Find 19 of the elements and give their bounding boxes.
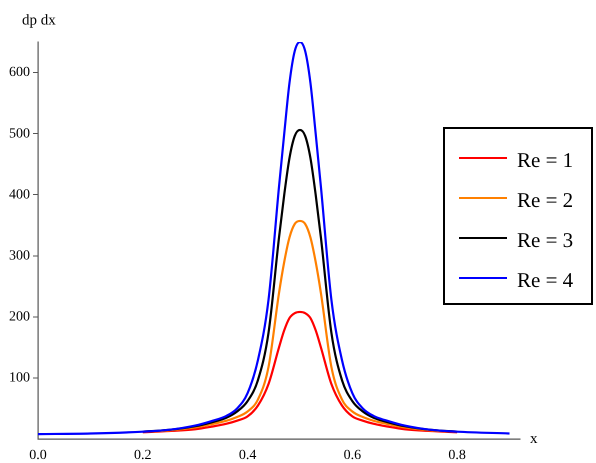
line-series <box>142 310 458 434</box>
x-tick-label: 0.4 <box>238 448 256 463</box>
y-tick-label: 400 <box>9 187 30 202</box>
y-tick-label: 500 <box>9 126 30 142</box>
x-tick-label: 0.8 <box>448 448 466 463</box>
legend-label: Re = 2 <box>517 188 574 212</box>
y-axis-title: dp dx <box>22 12 56 28</box>
x-axis-title: x <box>530 430 538 447</box>
y-tick-label: 600 <box>9 65 30 80</box>
line-series <box>38 42 511 436</box>
legend-label: Re = 4 <box>517 268 574 292</box>
y-tick-label: 300 <box>9 248 30 264</box>
legend-label: Re = 3 <box>517 228 574 252</box>
legend-label: Re = 1 <box>517 148 574 172</box>
x-tick-label: 0.2 <box>134 448 152 463</box>
x-tick-label: 0.0 <box>29 448 47 463</box>
y-tick-label: 100 <box>9 370 30 386</box>
x-tick-label: 0.6 <box>344 448 362 463</box>
y-tick-label: 200 <box>9 310 30 325</box>
